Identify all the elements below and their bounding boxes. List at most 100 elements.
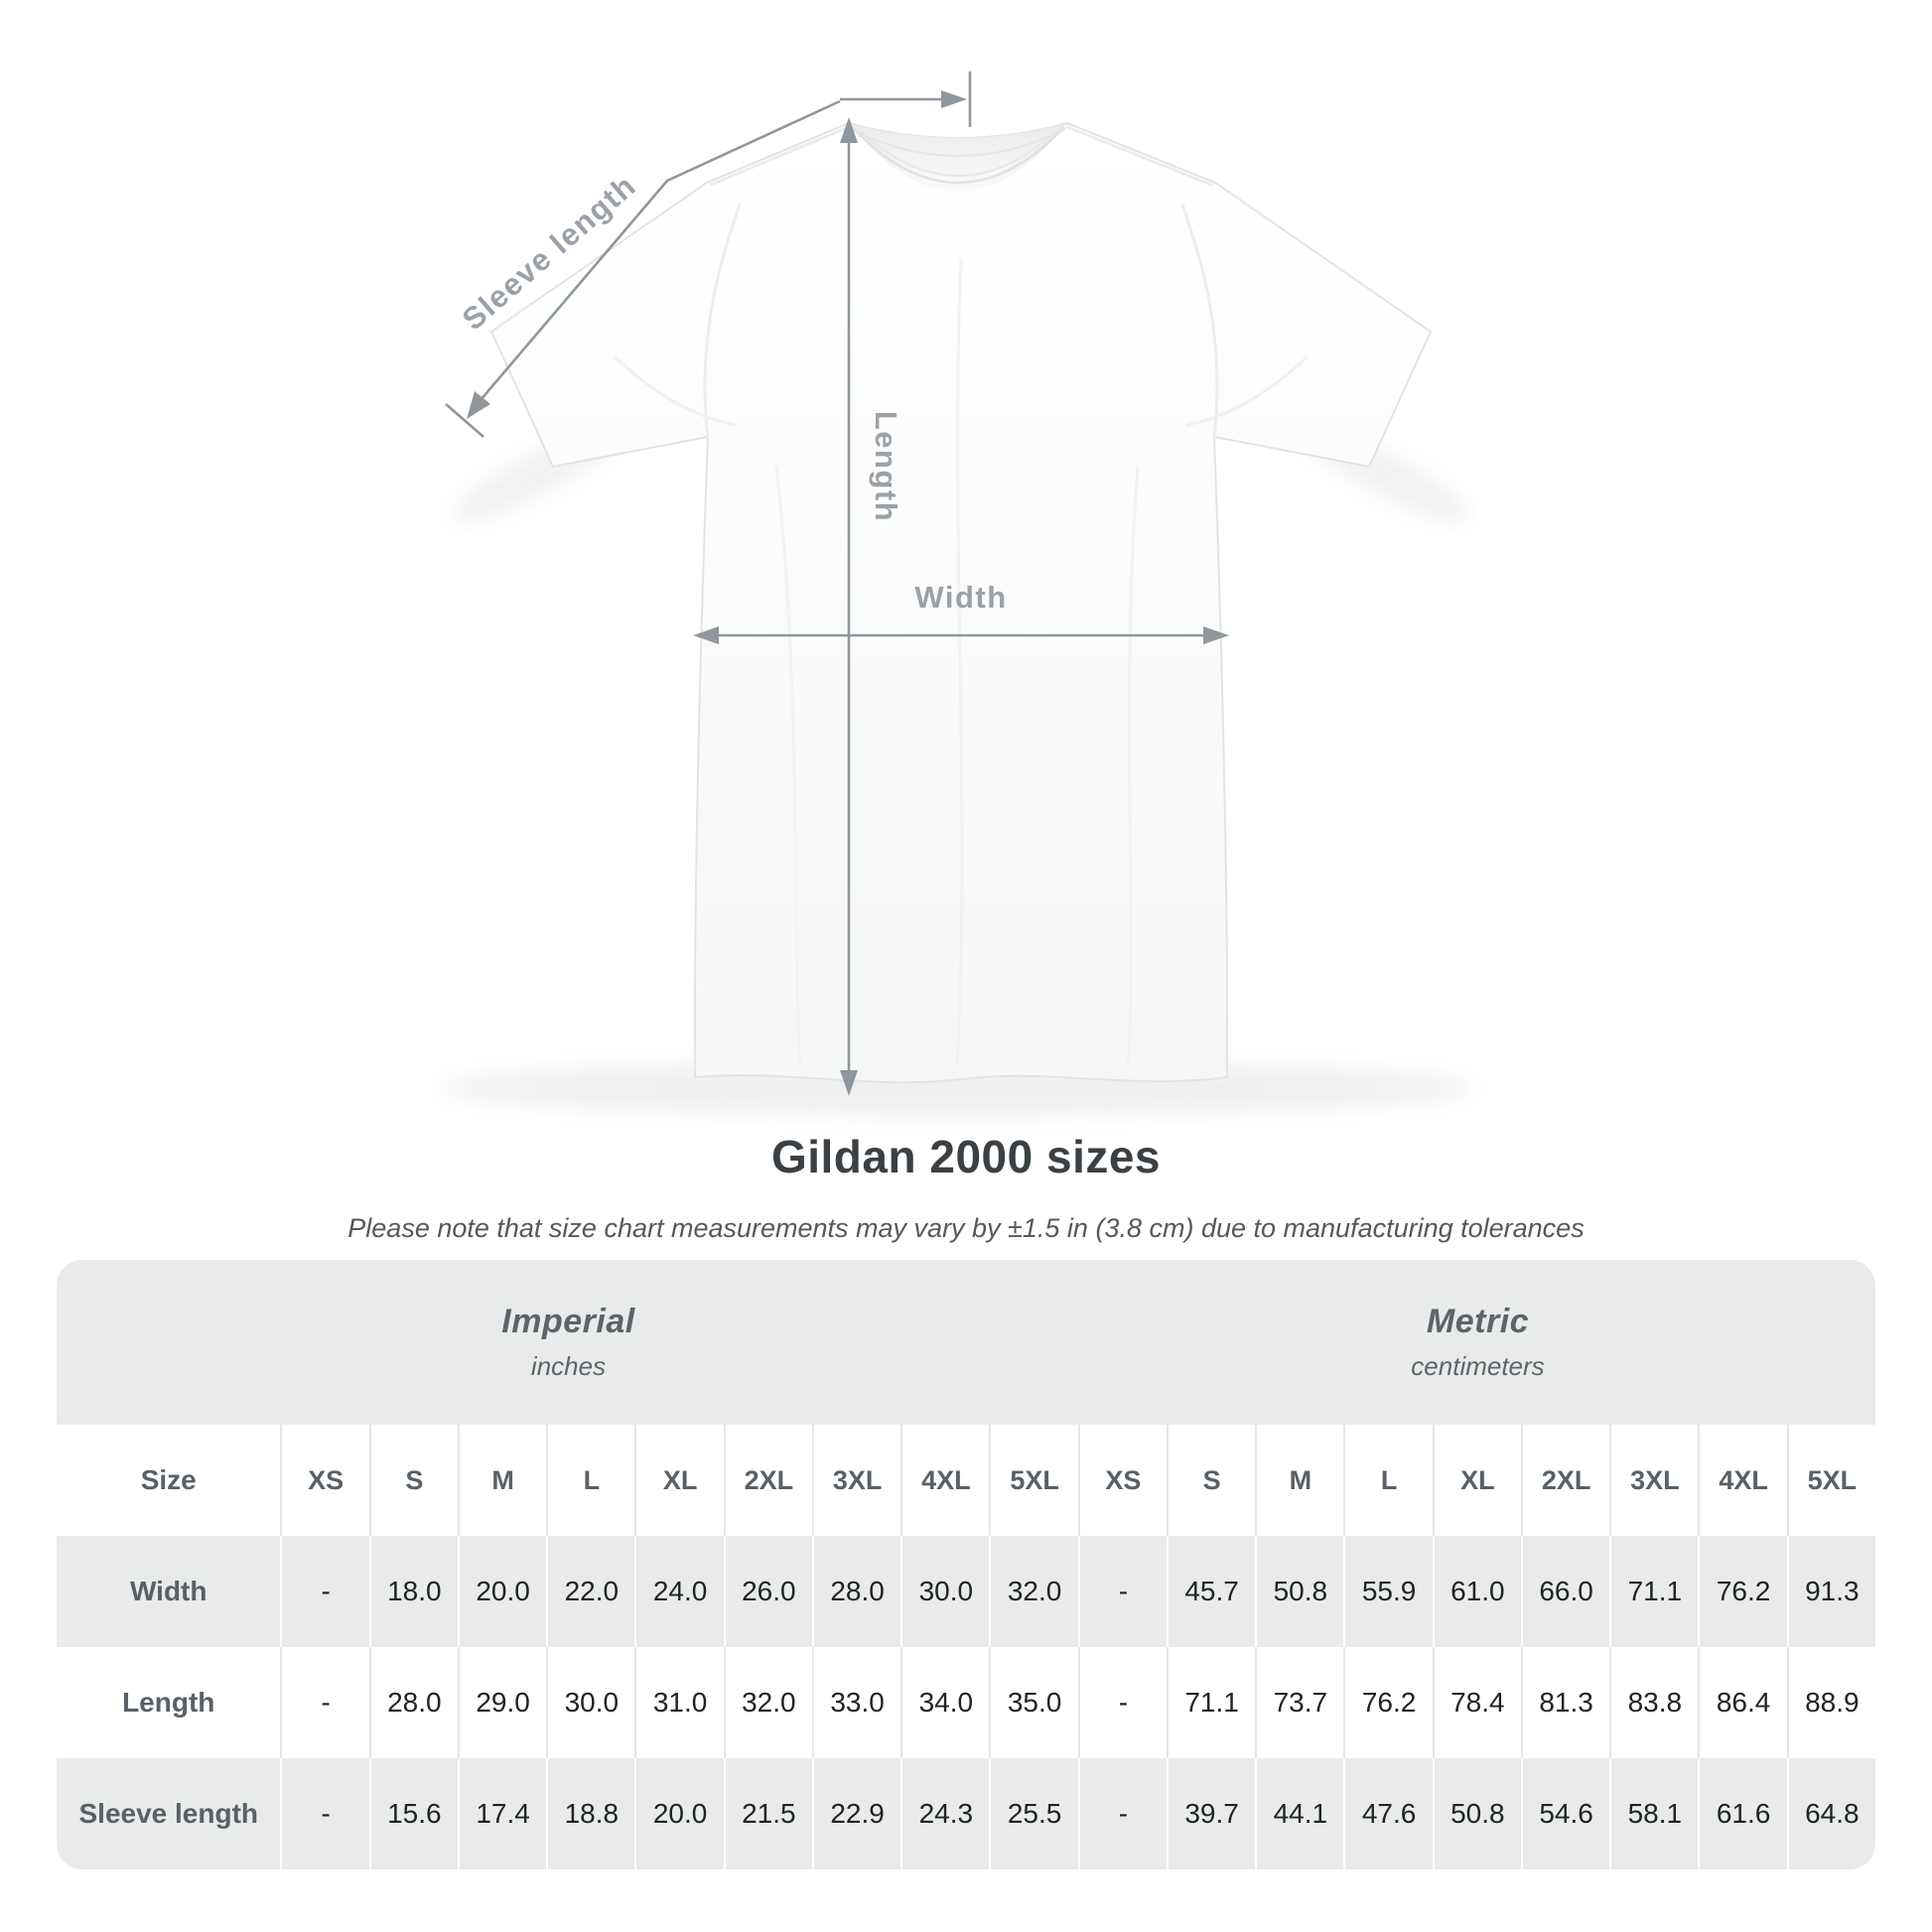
size-column-header: 5XL — [989, 1425, 1077, 1536]
size-value-cell: 50.8 — [1255, 1536, 1343, 1647]
size-value-cell: 29.0 — [457, 1647, 546, 1758]
size-value-cell: 30.0 — [900, 1536, 989, 1647]
fabric-folds — [614, 125, 1309, 1069]
size-value-cell: 28.0 — [368, 1647, 458, 1758]
size-value-cell: 58.1 — [1609, 1758, 1698, 1869]
width-line — [693, 626, 1229, 644]
size-column-header: 5XL — [1786, 1425, 1875, 1536]
size-value-cell: - — [280, 1758, 368, 1869]
row-label: Length — [122, 1687, 215, 1718]
size-column-header: XL — [634, 1425, 723, 1536]
size-value-cell: 30.0 — [546, 1647, 634, 1758]
size-value-cell: 76.2 — [1343, 1647, 1432, 1758]
width-label: Width — [914, 580, 1007, 615]
imperial-group: Imperial inches — [57, 1260, 1080, 1425]
size-column-header: M — [1255, 1425, 1343, 1536]
size-value-cell: 88.9 — [1786, 1647, 1875, 1758]
size-value-cell: 91.3 — [1786, 1536, 1875, 1647]
size-value-cell: 26.0 — [723, 1536, 812, 1647]
size-header-row: Size XS S M L XL 2XL 3XL 4XL 5XL XS S M L XL 2XL 3XL 4XL 5… — [57, 1425, 1875, 1536]
size-value-cell: 22.0 — [546, 1536, 634, 1647]
row-label: Sleeve length — [78, 1798, 258, 1829]
imperial-group-unit: inches — [530, 1351, 607, 1381]
size-column-header: 4XL — [1698, 1425, 1786, 1536]
size-value-cell: 24.3 — [900, 1758, 989, 1869]
size-value-cell: 66.0 — [1520, 1536, 1609, 1647]
size-value-cell: 61.0 — [1432, 1536, 1521, 1647]
size-value-cell: - — [1077, 1647, 1167, 1758]
size-value-cell: 34.0 — [900, 1647, 989, 1758]
size-value-cell: 47.6 — [1343, 1758, 1432, 1869]
size-value-cell: - — [1077, 1758, 1167, 1869]
size-value-cell: 15.6 — [368, 1758, 458, 1869]
unit-group-header: Imperial inches Metric centimeters — [57, 1260, 1875, 1425]
size-value-cell: 39.7 — [1166, 1758, 1255, 1869]
size-value-cell: 61.6 — [1698, 1758, 1786, 1869]
size-column-header: 2XL — [1520, 1425, 1609, 1536]
size-value-cell: 55.9 — [1343, 1536, 1432, 1647]
size-value-cell: 21.5 — [723, 1758, 812, 1869]
imperial-group-label: Imperial — [501, 1303, 635, 1340]
page-title: Gildan 2000 sizes — [770, 1131, 1162, 1182]
size-column-header: L — [1343, 1425, 1432, 1536]
size-value-cell: 45.7 — [1166, 1536, 1255, 1647]
size-value-cell: 20.0 — [634, 1758, 723, 1869]
size-value-cell: 18.8 — [546, 1758, 634, 1869]
size-column-header: M — [457, 1425, 546, 1536]
size-value-cell: 78.4 — [1432, 1647, 1521, 1758]
size-value-cell: 18.0 — [368, 1536, 458, 1647]
size-column-header: XL — [1432, 1425, 1521, 1536]
size-value-cell: 28.0 — [811, 1536, 900, 1647]
length-label: Length — [869, 411, 903, 522]
length-line — [840, 117, 858, 1096]
metric-group-unit: centimeters — [1411, 1351, 1545, 1381]
size-value-cell: 32.0 — [989, 1536, 1077, 1647]
size-value-cell: 71.1 — [1609, 1536, 1698, 1647]
size-corner-label: Size — [140, 1464, 197, 1495]
length-row: Length -28.0 29.0 30.0 31.0 32.0 33.0 34.0 35.0-… — [57, 1647, 1875, 1758]
metric-group-label: Metric — [1426, 1303, 1530, 1340]
size-value-cell: 20.0 — [457, 1536, 546, 1647]
size-value-cell: - — [280, 1536, 368, 1647]
collar — [849, 123, 1067, 192]
size-value-cell: 24.0 — [634, 1536, 723, 1647]
size-column-header: 3XL — [811, 1425, 900, 1536]
size-value-cell: 22.9 — [811, 1758, 900, 1869]
sleeve-length-row: Sleeve length -15.6 17.4 18.8 20.0 21.5 22.9 24… — [57, 1758, 1875, 1869]
size-column-header: 3XL — [1609, 1425, 1698, 1536]
size-column-header: XS — [280, 1425, 368, 1536]
size-column-header: S — [368, 1425, 458, 1536]
size-value-cell: 35.0 — [989, 1647, 1077, 1758]
size-column-header: L — [546, 1425, 634, 1536]
shoulder-reference-line — [840, 71, 972, 127]
size-value-cell: - — [280, 1647, 368, 1758]
size-value-cell: - — [1077, 1536, 1167, 1647]
sleeve-length-line — [445, 99, 841, 438]
size-value-cell: 44.1 — [1255, 1758, 1343, 1869]
size-value-cell: 64.8 — [1786, 1758, 1875, 1869]
tshirt-shape — [489, 121, 1433, 1084]
size-column-header: XS — [1077, 1425, 1167, 1536]
size-value-cell: 33.0 — [811, 1647, 900, 1758]
size-table: Imperial inches Metric centimeters Size X… — [57, 1260, 1875, 1869]
size-column-header: S — [1166, 1425, 1255, 1536]
size-value-cell: 17.4 — [457, 1758, 546, 1869]
size-value-cell: 54.6 — [1520, 1758, 1609, 1869]
size-value-cell: 86.4 — [1698, 1647, 1786, 1758]
size-value-cell: 25.5 — [989, 1758, 1077, 1869]
size-value-cell: 50.8 — [1432, 1758, 1521, 1869]
size-column-header: 4XL — [900, 1425, 989, 1536]
size-value-cell: 32.0 — [723, 1647, 812, 1758]
size-value-cell: 81.3 — [1520, 1647, 1609, 1758]
size-value-cell: 73.7 — [1255, 1647, 1343, 1758]
metric-group: Metric centimeters — [1080, 1260, 1875, 1425]
tolerance-note: Please note that size chart measurements… — [347, 1213, 1585, 1243]
size-value-cell: 76.2 — [1698, 1536, 1786, 1647]
size-value-cell: 71.1 — [1166, 1647, 1255, 1758]
size-value-cell: 31.0 — [634, 1647, 723, 1758]
width-row: Width -18.0 20.0 22.0 24.0 26.0 28.0 30.0 32.0-4… — [57, 1536, 1875, 1647]
size-column-header: 2XL — [723, 1425, 812, 1536]
size-value-cell: 83.8 — [1609, 1647, 1698, 1758]
